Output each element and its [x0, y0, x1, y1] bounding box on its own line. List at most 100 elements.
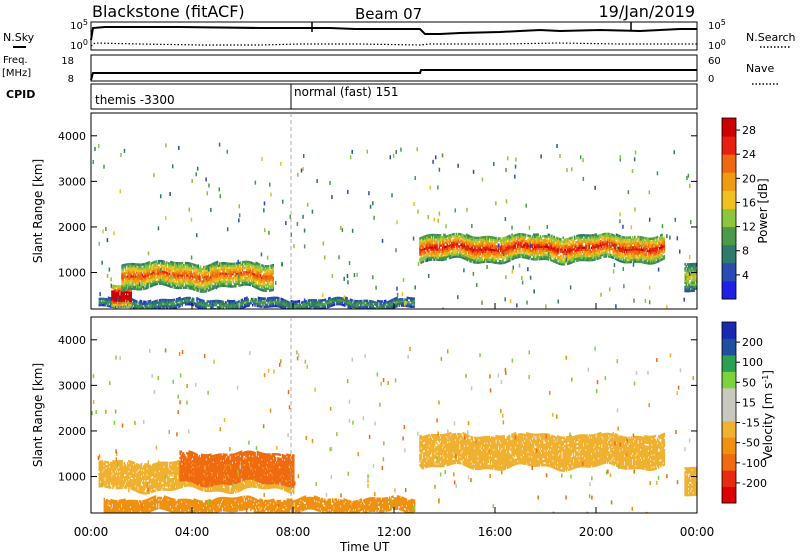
echo-cell — [138, 310, 140, 312]
echo-cell — [377, 310, 379, 312]
echo-cell — [268, 265, 270, 267]
nave-label: Nave — [746, 62, 774, 75]
echo-cell — [525, 234, 527, 236]
echo-cell — [316, 299, 318, 301]
freq-panel: Freq. [MHz] 18 8 60 0 Nave — [2, 55, 778, 85]
echo-cell — [233, 310, 235, 312]
echo-cell — [297, 310, 299, 312]
echo-cell — [385, 310, 387, 312]
freq-tick-bottom: 8 — [68, 74, 74, 85]
echo-cell — [193, 298, 195, 300]
echo-cell — [203, 300, 205, 302]
echo-cell — [529, 235, 531, 237]
echo-cell — [152, 309, 154, 311]
echo-cell — [217, 261, 219, 263]
echo-cell — [147, 311, 149, 313]
noise-left-tick-top: 105 — [70, 18, 88, 32]
echo-cell — [141, 310, 143, 312]
echo-cell — [301, 310, 303, 312]
echo-cell — [163, 260, 165, 262]
echo-cell — [300, 310, 302, 312]
echo-cell — [145, 311, 147, 313]
echo-cell — [296, 311, 298, 313]
echo-cell — [495, 237, 497, 239]
echo-cell — [572, 236, 574, 238]
echo-cell — [378, 310, 380, 312]
echo-cell — [367, 300, 369, 302]
echo-cell — [299, 300, 301, 302]
cpid-label: CPID — [6, 88, 35, 101]
echo-cell — [142, 311, 144, 313]
echo-cell — [272, 276, 274, 278]
echo-cell — [200, 266, 202, 268]
echo-cell — [610, 254, 612, 256]
echo-cell — [136, 300, 138, 302]
echo-cell — [141, 300, 143, 302]
echo-cell — [302, 309, 304, 311]
nave-tick-top: 60 — [708, 56, 721, 67]
echo-cell — [150, 310, 152, 312]
echo-cell — [262, 265, 264, 267]
echo-cell — [549, 234, 551, 236]
echo-cell — [139, 310, 141, 312]
echo-cell — [352, 299, 354, 301]
echo-cell — [560, 255, 562, 257]
noise-left-tick-bottom: 100 — [70, 38, 88, 52]
echo-cell — [146, 311, 148, 313]
echo-cell — [234, 310, 236, 312]
echo-cell — [384, 310, 386, 312]
beam-label: Beam 07 — [355, 5, 422, 23]
echo-cell — [292, 311, 294, 313]
echo-cell — [235, 310, 237, 312]
echo-cell — [149, 310, 151, 312]
echo-cell — [294, 311, 296, 313]
echo-cell — [227, 310, 229, 312]
echo-cell — [255, 298, 257, 300]
date-label: 19/Jan/2019 — [598, 2, 695, 21]
echo-cell — [278, 297, 280, 299]
echo-cell — [553, 236, 555, 238]
echo-cell — [225, 309, 227, 311]
echo-cell — [259, 263, 261, 265]
echo-cell — [413, 297, 415, 299]
echo-band — [99, 297, 415, 314]
echo-cell — [252, 298, 254, 300]
noise-sky-label: N.Sky — [3, 31, 35, 44]
echo-cell — [346, 297, 348, 299]
nave-tick-bottom: 0 — [708, 74, 714, 85]
noise-right-tick-bottom: 100 — [708, 38, 726, 52]
echo-cell — [560, 238, 562, 240]
noise-search-line — [91, 43, 697, 46]
cpid-segment-1: themis -3300 — [95, 93, 175, 107]
echo-cell — [143, 311, 145, 313]
echo-cell — [379, 310, 381, 312]
echo-cell — [293, 311, 295, 313]
freq-unit-label: [MHz] — [2, 68, 31, 79]
cpid-panel: CPID themis -3300 normal (fast) 151 — [6, 84, 697, 109]
noise-sky-line — [91, 27, 697, 40]
echo-cell — [375, 309, 377, 311]
power-data-layer — [93, 143, 699, 314]
noise-search-label: N.Search — [746, 31, 796, 44]
noise-panel: N.Sky 105 100 105 100 N.Search — [3, 18, 796, 52]
echo-cell — [299, 310, 301, 312]
freq-label: Freq. — [3, 55, 28, 66]
echo-cell — [386, 310, 388, 312]
echo-cell — [230, 310, 232, 312]
echo-cell — [189, 297, 191, 299]
echo-cell — [151, 310, 153, 312]
echo-cell — [291, 310, 293, 312]
echo-cell — [383, 310, 385, 312]
echo-cell — [232, 310, 234, 312]
echo-cell — [551, 235, 553, 237]
noise-right-tick-top: 105 — [708, 18, 726, 32]
echo-cell — [226, 310, 228, 312]
echo-cell — [272, 264, 274, 266]
echo-cell — [295, 311, 297, 313]
echo-cell — [228, 310, 230, 312]
cpid-segment-2: normal (fast) 151 — [294, 85, 398, 99]
echo-cell — [537, 233, 539, 235]
echo-cell — [382, 311, 384, 313]
